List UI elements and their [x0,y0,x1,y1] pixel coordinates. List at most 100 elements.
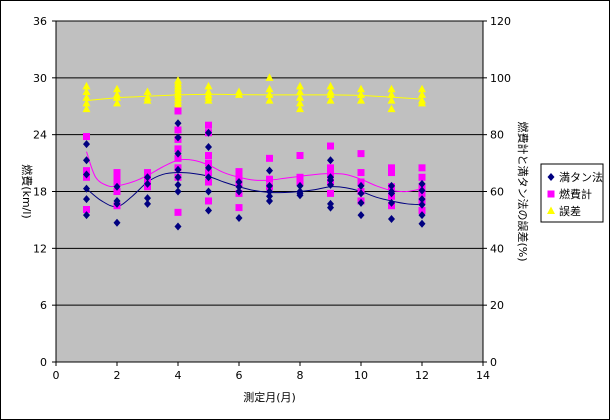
data-point-diamond [327,156,334,165]
legend-entry-meter: 燃費計 [547,187,592,201]
data-point-diamond [266,196,273,205]
data-point-diamond [418,211,426,220]
tick-label-y-right: 0 [490,356,497,369]
data-point-triangle [418,84,426,93]
data-point-triangle [82,93,91,101]
data-point-square [235,173,243,181]
data-point-diamond [144,199,151,208]
tick-label-y-left: 18 [33,186,47,199]
data-point-diamond [388,214,395,223]
data-point-diamond [266,181,273,190]
data-point-triangle [113,90,121,98]
data-point-diamond [327,199,334,208]
data-point-square [296,173,304,181]
data-point-diamond [174,222,182,231]
legend-marker-manual [547,173,555,181]
tick-label-x: 12 [415,369,429,382]
tick-label-y-right: 100 [490,72,511,85]
data-point-triangle [357,96,365,104]
data-point-triangle [387,96,396,104]
data-markers [82,73,426,231]
data-point-diamond [83,184,90,193]
y-axis-right-title: 燃費計と満タン法の誤差(%) [516,121,530,261]
data-point-diamond [144,179,151,188]
data-point-triangle [326,87,335,96]
data-point-diamond [174,173,182,182]
data-point-diamond [174,187,182,196]
tick-label-x: 14 [476,369,490,382]
data-point-diamond [83,211,90,220]
tick-label-x: 8 [297,369,304,382]
data-point-triangle [326,96,335,104]
legend-entry-error: 誤差 [547,204,581,218]
data-point-square [174,154,182,162]
legend-marker-meter [547,190,555,198]
data-point-triangle [113,84,121,93]
data-point-square [174,208,182,216]
data-point-triangle [418,96,426,104]
tick-label-x: 6 [236,369,243,382]
data-point-square [174,145,182,153]
data-point-triangle [296,87,304,96]
legend-label-meter: 燃費計 [559,187,592,201]
data-point-square [205,197,212,205]
data-point-square [113,178,121,186]
data-point-triangle [113,98,121,107]
data-point-diamond [205,206,212,215]
data-point-square [83,133,90,141]
data-point-square [205,169,212,177]
data-point-diamond [418,200,426,209]
data-point-triangle [82,87,91,96]
data-point-square [266,154,273,162]
tick-label-x: 2 [114,369,121,382]
data-point-triangle [387,90,396,98]
data-point-diamond [418,186,426,195]
data-point-square [357,169,365,177]
data-point-diamond [296,187,304,196]
legend-label-error: 誤差 [559,204,581,218]
data-point-diamond [235,182,243,191]
data-point-square [327,189,334,197]
data-point-diamond [205,128,212,137]
data-point-square [296,152,304,160]
data-point-diamond [388,181,395,190]
data-point-square [327,164,334,172]
data-point-triangle [143,93,152,101]
legend-entry-manual: 満タン法 [547,170,603,184]
legend-symbol [547,190,555,198]
data-point-diamond [83,195,90,204]
data-point-diamond [327,180,334,189]
data-point-triangle [296,104,304,113]
data-point-triangle [265,84,274,93]
data-point-diamond [235,178,243,187]
tick-label-y-right: 40 [490,242,504,255]
data-point-square [388,169,395,177]
data-point-triangle [296,81,304,90]
tick-label-x: 4 [175,369,182,382]
data-point-square [113,173,121,181]
data-point-diamond [83,170,90,179]
data-point-diamond [388,187,395,196]
data-point-diamond [205,187,212,196]
tick-label-y-left: 12 [33,242,47,255]
tick-label-x: 0 [53,369,60,382]
data-point-square [418,173,426,181]
data-point-square [205,121,212,129]
data-point-square [205,152,212,160]
data-point-triangle [387,84,396,93]
data-point-triangle [82,104,91,113]
data-point-diamond [418,219,426,228]
data-point-triangle [174,76,182,84]
tick-label-y-left: 30 [33,72,47,85]
data-point-triangle [418,90,426,98]
data-point-triangle [296,98,304,107]
data-point-diamond [205,163,212,172]
data-point-triangle [265,90,274,98]
data-point-square [144,169,151,177]
data-point-triangle [143,87,152,96]
data-point-square [418,206,426,214]
data-point-diamond [83,156,90,165]
data-point-triangle [357,84,365,93]
data-point-diamond [113,182,121,191]
data-point-diamond [266,192,273,201]
